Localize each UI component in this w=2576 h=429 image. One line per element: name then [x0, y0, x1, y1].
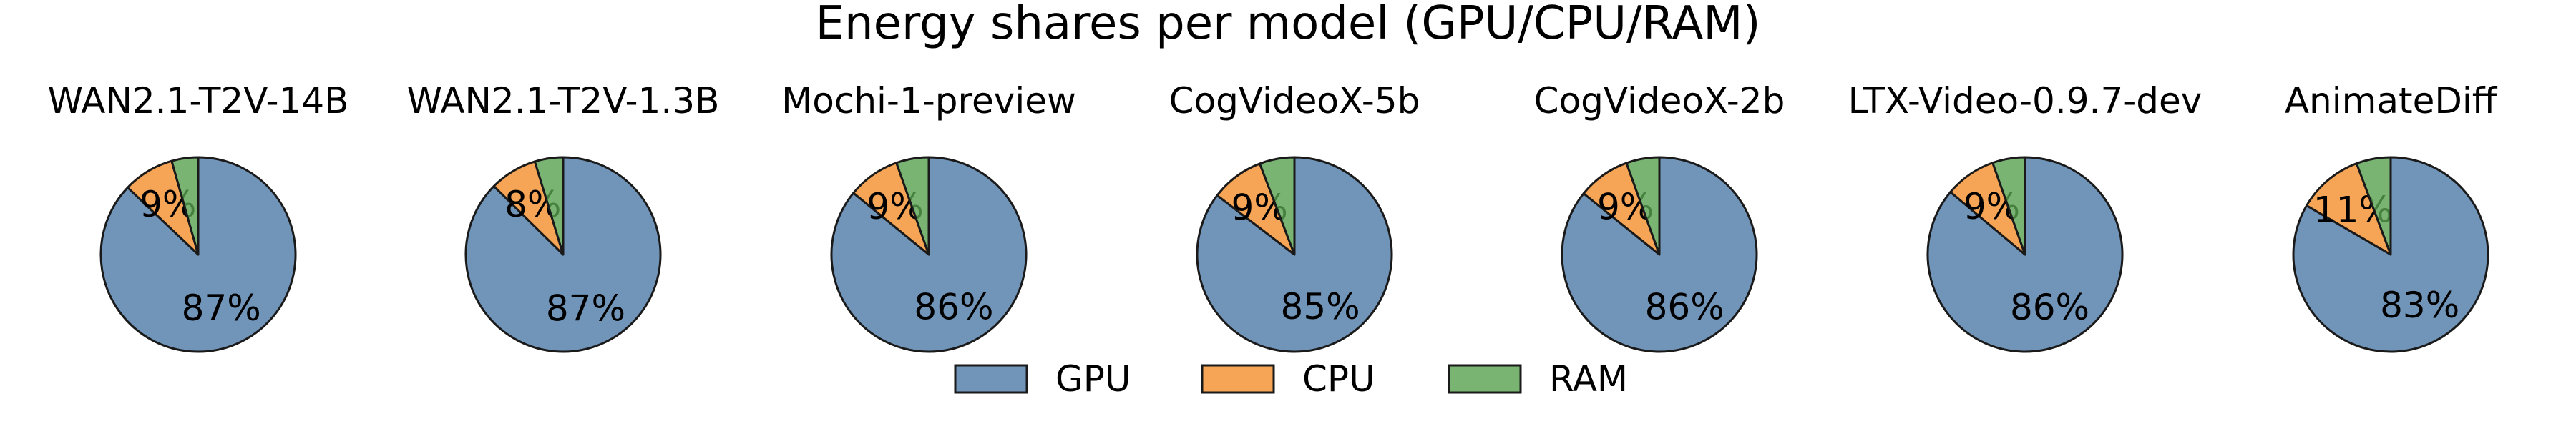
- legend-swatch: [954, 364, 1028, 394]
- slice-label-gpu: 83%: [2380, 285, 2459, 326]
- slice-ram: [1259, 156, 1296, 256]
- pie-title: LTX-Video-0.9.7-dev: [1848, 80, 2202, 122]
- pie-charts: WAN2.1-T2V-14B87%9%WAN2.1-T2V-1.3B87%8%M…: [48, 80, 2498, 353]
- slice-cpu: [2306, 162, 2392, 256]
- pie-title: CogVideoX-2b: [1534, 80, 1785, 122]
- legend-item-gpu: GPU: [954, 358, 1131, 400]
- legend-item-ram: RAM: [1448, 358, 1628, 400]
- slice-label-gpu: 87%: [182, 287, 261, 329]
- legend-label: CPU: [1302, 358, 1375, 400]
- slice-label-gpu: 86%: [1645, 287, 1724, 328]
- legend: GPU CPU RAM: [954, 358, 1628, 400]
- slice-label-gpu: 85%: [1281, 286, 1360, 327]
- legend-label: GPU: [1055, 358, 1131, 400]
- chart-title: Energy shares per model (GPU/CPU/RAM): [816, 0, 1761, 50]
- slice-ram: [170, 156, 200, 256]
- legend-swatch: [1448, 364, 1522, 394]
- pie-title: WAN2.1-T2V-14B: [48, 80, 349, 122]
- pie-title: WAN2.1-T2V-1.3B: [407, 80, 720, 122]
- legend-label: RAM: [1549, 358, 1628, 400]
- slice-ram: [2355, 156, 2392, 256]
- slice-label-gpu: 86%: [2010, 287, 2089, 328]
- slice-label-gpu: 86%: [914, 287, 993, 328]
- pie-title: AnimateDiff: [2285, 80, 2498, 122]
- pie-title: Mochi-1-preview: [781, 80, 1076, 122]
- slice-ram: [1991, 156, 2026, 256]
- legend-item-cpu: CPU: [1201, 358, 1375, 400]
- legend-swatch: [1201, 364, 1275, 394]
- pie-title: CogVideoX-5b: [1169, 80, 1420, 122]
- slice-label-gpu: 87%: [546, 287, 625, 329]
- slice-ram: [1625, 156, 1661, 256]
- slice-ram: [533, 156, 565, 256]
- slice-ram: [895, 156, 930, 256]
